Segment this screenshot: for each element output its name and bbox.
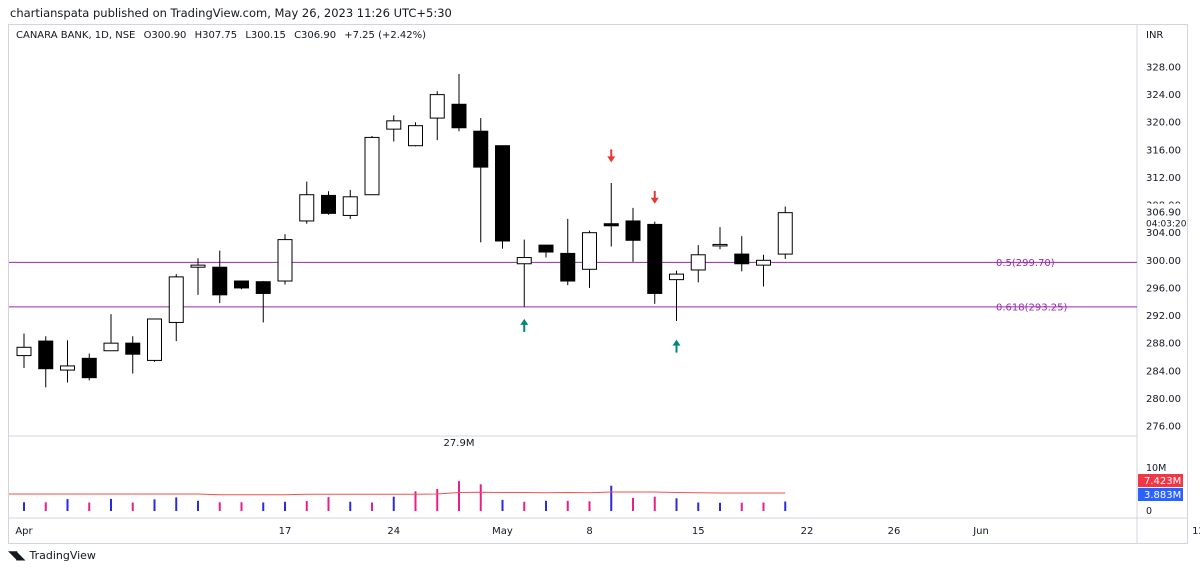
- published-line: chartianspata published on TradingView.c…: [10, 6, 452, 20]
- ohlc-low: L300.15: [245, 30, 286, 41]
- ohlc-high: H307.75: [194, 30, 238, 41]
- chart-frame: [8, 24, 1188, 544]
- ohlc-close: C306.90: [294, 30, 337, 41]
- tradingview-footer: ◥◣ TradingView: [8, 548, 96, 562]
- tradingview-logo-icon: ◥◣: [8, 548, 25, 562]
- footer-brand: TradingView: [29, 548, 96, 562]
- x-tick-label: 12: [1192, 526, 1200, 537]
- ohlc-open: O300.90: [143, 30, 187, 41]
- symbol-name[interactable]: CANARA BANK, 1D, NSE: [16, 30, 136, 41]
- symbol-legend: CANARA BANK, 1D, NSE O300.90 H307.75 L30…: [16, 30, 431, 41]
- ohlc-change: +7.25 (+2.42%): [344, 30, 427, 41]
